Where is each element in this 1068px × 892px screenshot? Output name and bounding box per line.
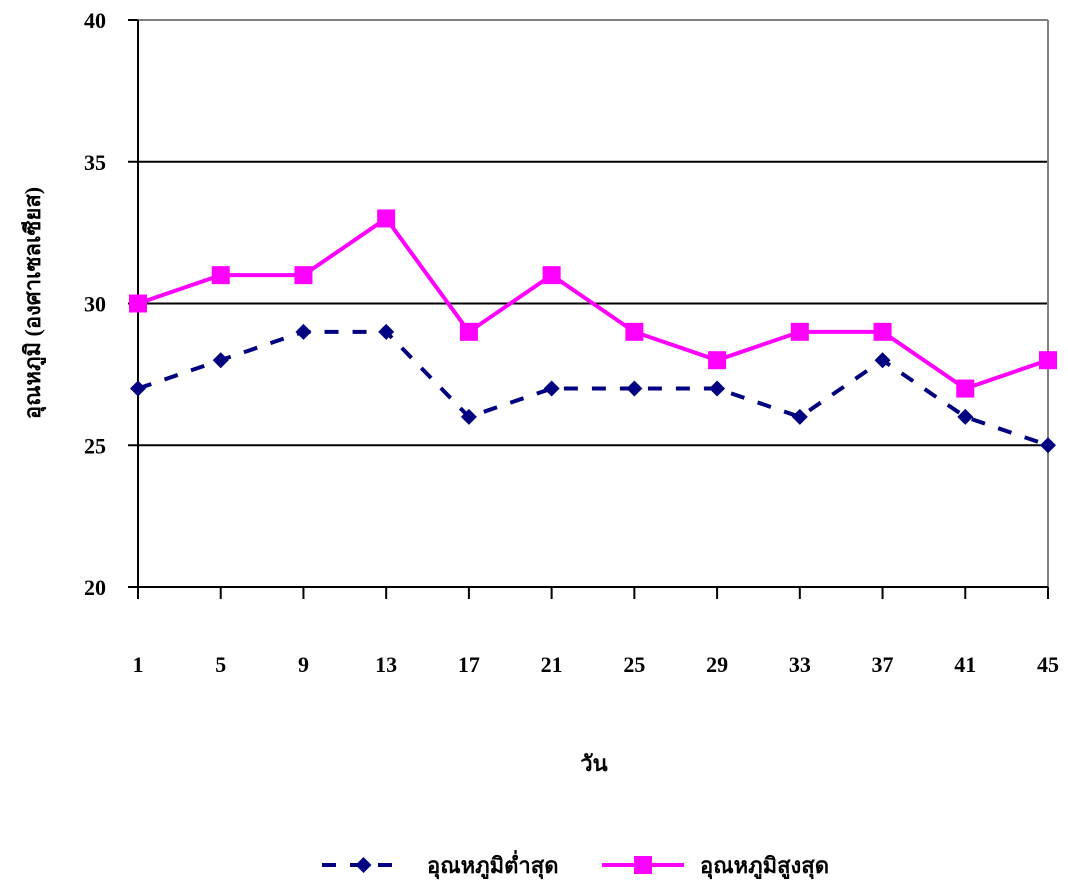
data-point [708,351,727,370]
x-tick-label: 5 [215,652,226,677]
y-tick-label: 20 [84,575,106,600]
x-tick-label: 9 [298,652,309,677]
data-point [378,323,395,340]
data-point [625,322,644,341]
data-point [873,322,892,341]
data-point [543,380,560,397]
series-2 [129,209,1057,398]
x-tick-label: 17 [458,652,480,677]
x-axis-title: วัน [580,751,607,776]
legend-swatch-marker [634,856,652,874]
legend-item-2: อุณหภูมิสูงสุด [602,853,829,880]
series-group [129,209,1057,454]
legend: อุณหภูมิต่ำสุด อุณหภูมิสูงสุด [322,849,829,880]
x-tick-label: 41 [954,652,976,677]
data-point [626,380,643,397]
data-point [459,322,478,341]
y-axis-title: อุณหภูมิ (องศาเซลเซียส) [20,187,47,419]
x-tick-label: 1 [133,652,144,677]
tick-labels: 20 25 30 35 40 1 5 9 13 17 21 25 29 33 37 41 45 [84,8,1059,677]
series-line [137,329,1049,448]
data-point [130,380,146,397]
x-tick-label: 33 [789,652,811,677]
data-point [957,408,974,425]
data-point [212,352,229,369]
y-tick-label: 35 [84,150,106,175]
legend-label: อุณหภูมิสูงสุด [700,853,829,880]
x-tick-label: 13 [375,652,397,677]
y-tick-label: 30 [84,292,106,317]
x-tick-label: 45 [1037,652,1059,677]
series-line [137,216,1049,391]
x-tick-label: 29 [706,652,728,677]
data-point [211,266,230,285]
data-point [874,352,891,369]
data-point [1039,351,1057,370]
data-point [377,209,396,228]
legend-swatch-marker [355,857,372,873]
series-1 [130,323,1056,454]
x-tick-label: 37 [872,652,894,677]
data-point [542,266,561,285]
y-tick-label: 40 [84,8,106,33]
legend-label: อุณหภูมิต่ำสุด [427,849,558,880]
data-point [460,408,477,425]
x-tick-label: 25 [623,652,645,677]
axes [128,19,1049,599]
data-point [129,294,147,313]
data-point [956,379,975,398]
data-point [295,323,312,340]
data-point [790,322,809,341]
y-tick-label: 25 [84,433,106,458]
legend-item-1: อุณหภูมิต่ำสุด [322,849,558,880]
x-tick-label: 21 [541,652,563,677]
data-point [709,380,726,397]
data-point [1040,437,1056,454]
data-point [791,408,808,425]
data-point [294,266,313,285]
